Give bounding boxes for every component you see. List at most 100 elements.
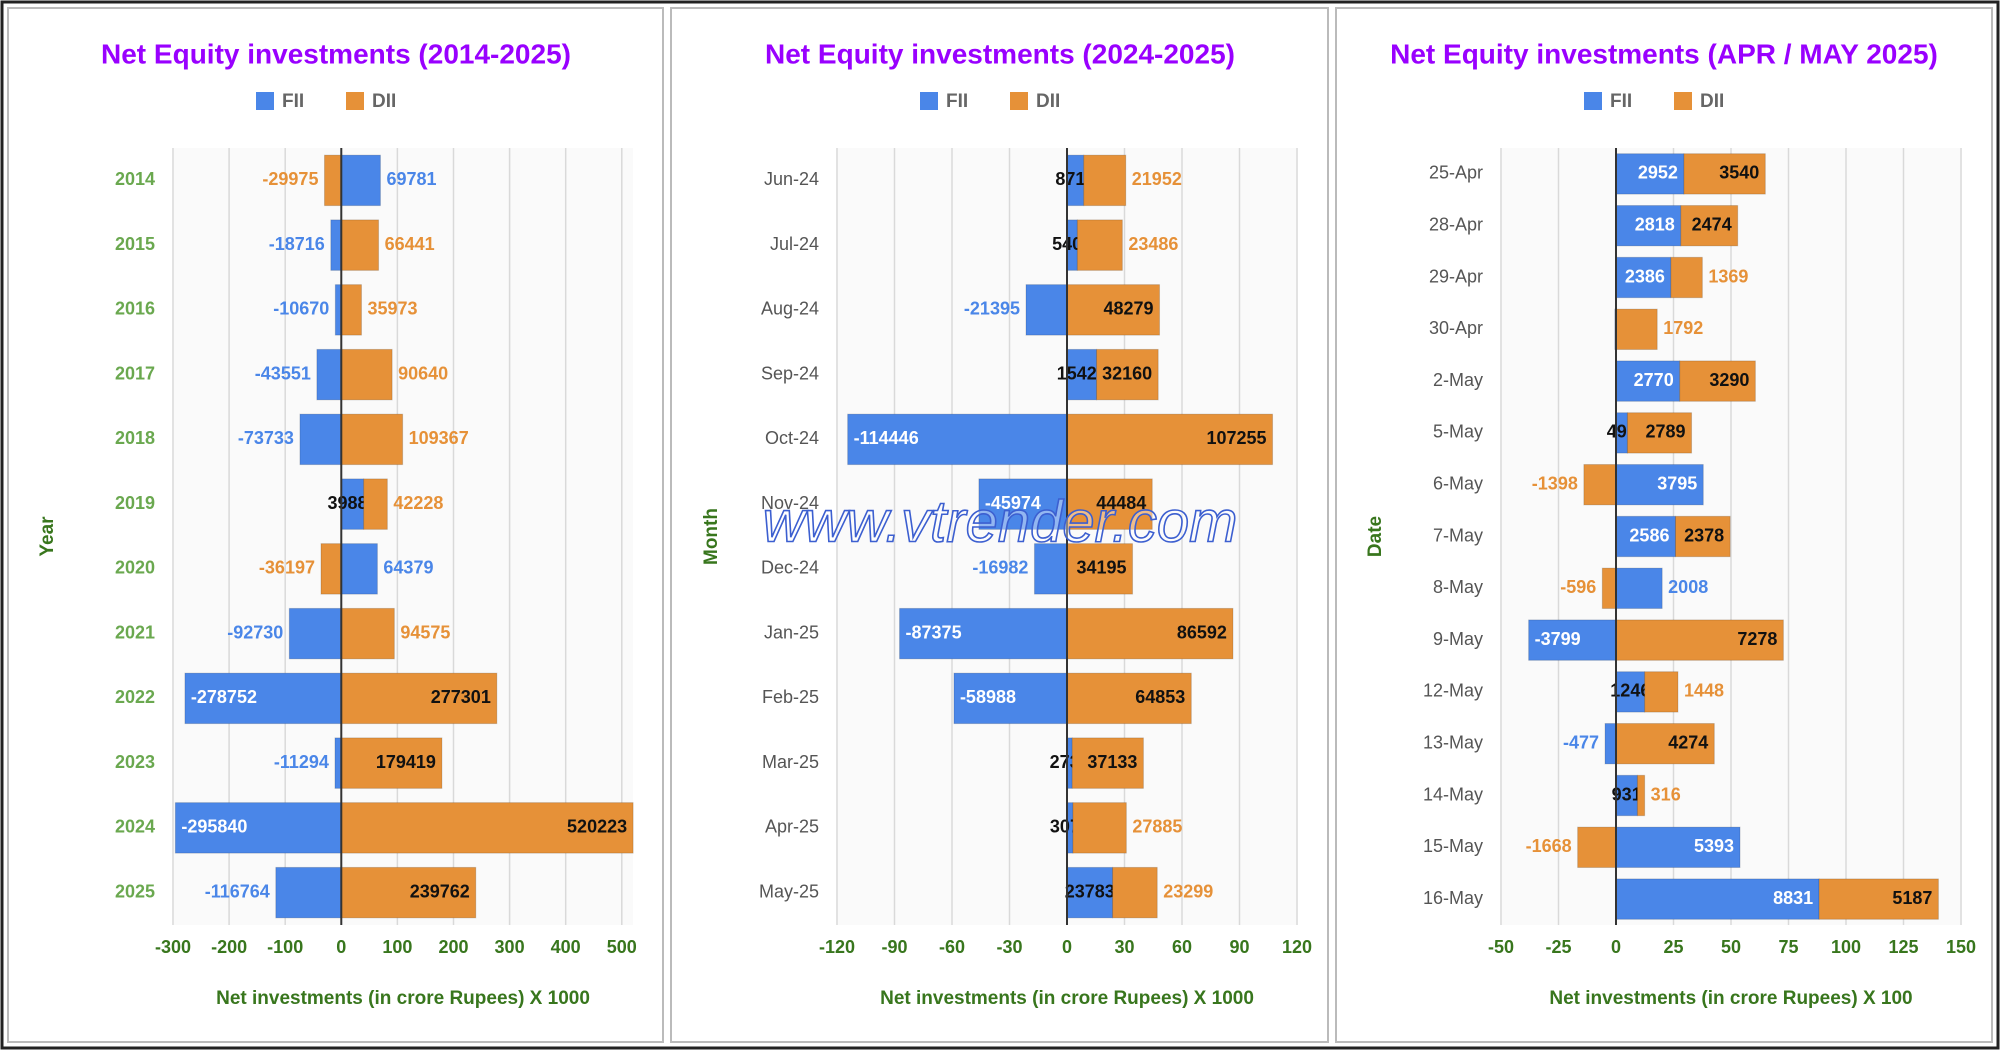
value-label: 520223 (567, 817, 627, 837)
y-tick-label: 2016 (115, 299, 155, 319)
value-label: -58988 (960, 687, 1016, 707)
y-tick-label: 2019 (115, 493, 155, 513)
value-label: 179419 (376, 752, 436, 772)
value-label: -295840 (181, 817, 247, 837)
value-label: 5187 (1892, 888, 1932, 908)
y-tick-label: 14-May (1423, 784, 1483, 804)
bar (1615, 463, 1704, 506)
value-label: -73733 (238, 428, 294, 448)
legend-swatch (1010, 92, 1028, 110)
value-label: 21952 (1132, 169, 1182, 189)
y-tick-label: 8-May (1433, 577, 1483, 597)
y-axis-title: Date (1365, 516, 1386, 557)
legend-label: FII (946, 91, 968, 112)
value-label: -87375 (906, 622, 962, 642)
bar (1072, 802, 1127, 854)
value-label: 2952 (1638, 163, 1678, 183)
bar (1112, 866, 1158, 919)
y-tick-label: 15-May (1423, 836, 1483, 856)
bar (320, 543, 342, 595)
value-label: 2378 (1684, 525, 1724, 545)
charts: Net Equity investments (2014-2025) FII DII… (37, 38, 1976, 1009)
value-label: -477 (1563, 732, 1599, 752)
value-label: 35973 (367, 299, 417, 319)
value-label: 2586 (1629, 525, 1669, 545)
bar (1679, 360, 1756, 402)
bar (1615, 826, 1741, 869)
y-tick-label: 12-May (1423, 681, 1483, 701)
y-tick-label: 2024 (115, 817, 155, 837)
value-label: -45974 (985, 493, 1041, 513)
chart-title: Net Equity investments (APR / MAY 2025) (1390, 38, 1938, 69)
value-label: 1246 (1610, 681, 1650, 701)
bar (847, 413, 1068, 466)
panel-frame (7, 7, 664, 1043)
value-label: 37133 (1087, 752, 1137, 772)
y-axis-title: Year (37, 516, 58, 557)
y-tick-label: Dec-24 (761, 558, 819, 578)
y-tick-label: Apr-25 (765, 817, 819, 837)
value-label: -29975 (262, 169, 318, 189)
value-label: -114446 (854, 428, 919, 448)
value-label: 239762 (410, 881, 470, 901)
value-label: -3799 (1535, 629, 1581, 649)
value-label: 44484 (1096, 493, 1146, 513)
bar (340, 543, 378, 595)
x-tick-label: 0 (1611, 937, 1621, 957)
bar (953, 672, 1068, 725)
y-tick-label: 28-Apr (1429, 214, 1483, 234)
bar (340, 154, 381, 207)
value-label: 90640 (398, 363, 448, 383)
legend-label: FII (282, 91, 304, 112)
value-label: 7278 (1737, 629, 1777, 649)
x-axis-title: Net investments (in crore Rupees) X 1000 (216, 988, 590, 1009)
value-label: 3290 (1709, 370, 1749, 390)
watermark: www.vtrender.com (763, 489, 1238, 554)
bar (1076, 219, 1123, 271)
value-label: 1448 (1684, 681, 1724, 701)
value-label: -1668 (1526, 836, 1572, 856)
x-tick-label: -50 (1488, 937, 1514, 957)
bar (1670, 256, 1703, 299)
x-tick-label: 50 (1721, 937, 1741, 957)
bar (316, 348, 342, 401)
bar (1615, 671, 1646, 713)
bar (1096, 348, 1159, 401)
legend-swatch (1674, 92, 1692, 110)
x-tick-label: -30 (996, 937, 1022, 957)
bar (363, 478, 388, 530)
x-tick-label: -100 (267, 937, 303, 957)
chart-title: Net Equity investments (2014-2025) (101, 38, 571, 69)
bar (1644, 671, 1679, 713)
x-tick-label: 100 (1831, 937, 1861, 957)
bar (1636, 774, 1646, 817)
legend-label: FII (1610, 91, 1632, 112)
y-tick-label: 25-Apr (1429, 163, 1483, 183)
x-tick-label: 75 (1778, 937, 1798, 957)
value-label: 277301 (431, 687, 491, 707)
y-axis-title: Month (701, 508, 722, 565)
x-tick-label: 100 (382, 937, 412, 957)
y-tick-label: 30-Apr (1429, 318, 1483, 338)
value-label: -596 (1560, 577, 1596, 597)
y-tick-label: Mar-25 (762, 752, 819, 772)
y-tick-label: May-25 (759, 881, 819, 901)
x-tick-label: -25 (1545, 937, 1571, 957)
bar (1066, 348, 1098, 401)
value-label: -43551 (255, 363, 311, 383)
y-tick-label: Sep-24 (761, 363, 819, 383)
y-tick-label: 6-May (1433, 473, 1483, 493)
y-tick-label: 2017 (115, 363, 155, 383)
y-tick-label: Aug-24 (761, 299, 819, 319)
value-label: 8831 (1773, 888, 1813, 908)
legend-swatch (920, 92, 938, 110)
value-label: 23299 (1163, 881, 1213, 901)
bar (1601, 567, 1617, 610)
x-axis-title: Net investments (in crore Rupees) X 100 (1549, 988, 1912, 1009)
x-tick-label: 0 (1062, 937, 1072, 957)
y-tick-label: Oct-24 (765, 428, 819, 448)
bar (1615, 515, 1676, 558)
value-label: -116764 (205, 881, 270, 901)
bar (1680, 204, 1739, 247)
